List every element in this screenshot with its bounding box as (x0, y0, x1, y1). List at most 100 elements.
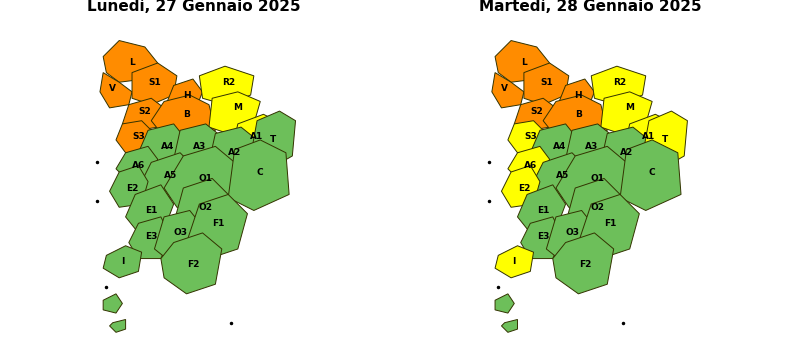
Text: V: V (501, 84, 508, 93)
Text: R2: R2 (222, 78, 235, 87)
Polygon shape (109, 165, 148, 207)
Polygon shape (155, 210, 202, 262)
Polygon shape (209, 127, 257, 175)
Polygon shape (508, 146, 550, 182)
Text: A5: A5 (164, 171, 177, 180)
Text: A6: A6 (132, 161, 145, 170)
Text: M: M (234, 104, 242, 112)
Polygon shape (123, 98, 164, 130)
Polygon shape (199, 66, 254, 105)
Polygon shape (103, 41, 158, 82)
Text: I: I (512, 257, 516, 266)
Polygon shape (174, 178, 228, 236)
Text: S2: S2 (139, 106, 151, 115)
Polygon shape (547, 210, 595, 262)
Polygon shape (501, 165, 540, 207)
Polygon shape (623, 114, 674, 159)
Text: A3: A3 (585, 142, 598, 151)
Text: C: C (257, 168, 264, 177)
Text: F1: F1 (212, 219, 225, 228)
Polygon shape (100, 73, 132, 108)
Text: A4: A4 (161, 142, 174, 151)
Text: O1: O1 (591, 174, 605, 183)
Text: O3: O3 (173, 228, 187, 237)
Text: Martedì, 28 Gennaio 2025: Martedì, 28 Gennaio 2025 (479, 0, 701, 14)
Text: E3: E3 (537, 232, 549, 241)
Polygon shape (530, 124, 579, 165)
Polygon shape (524, 63, 569, 105)
Text: E2: E2 (126, 184, 138, 193)
Polygon shape (103, 246, 142, 278)
Polygon shape (151, 95, 215, 140)
Text: A2: A2 (620, 148, 633, 157)
Polygon shape (530, 153, 588, 201)
Text: S3: S3 (132, 132, 145, 141)
Text: R2: R2 (614, 78, 626, 87)
Text: A6: A6 (524, 161, 537, 170)
Text: L: L (129, 59, 135, 67)
Text: H: H (575, 90, 583, 100)
Polygon shape (566, 124, 614, 169)
Polygon shape (139, 153, 196, 201)
Polygon shape (186, 194, 247, 258)
Text: E1: E1 (537, 206, 549, 215)
Text: A4: A4 (552, 142, 566, 151)
Text: T: T (270, 135, 277, 144)
Text: E3: E3 (145, 232, 158, 241)
Text: T: T (662, 135, 668, 144)
Text: S3: S3 (524, 132, 536, 141)
Text: A1: A1 (250, 132, 264, 141)
Text: B: B (183, 110, 190, 119)
Text: F2: F2 (186, 261, 199, 269)
Polygon shape (167, 79, 202, 111)
Polygon shape (556, 146, 633, 210)
Polygon shape (543, 95, 607, 140)
Polygon shape (514, 98, 556, 130)
Text: O2: O2 (591, 203, 605, 212)
Text: E1: E1 (145, 206, 158, 215)
Text: S1: S1 (540, 78, 553, 87)
Polygon shape (126, 185, 174, 233)
Text: E2: E2 (518, 184, 530, 193)
Polygon shape (495, 246, 533, 278)
Text: A5: A5 (556, 171, 569, 180)
Polygon shape (164, 146, 241, 210)
Polygon shape (601, 92, 652, 134)
Text: V: V (109, 84, 116, 93)
Polygon shape (566, 178, 620, 236)
Text: S2: S2 (530, 106, 543, 115)
Polygon shape (116, 121, 155, 153)
Polygon shape (231, 114, 283, 159)
Text: F1: F1 (604, 219, 617, 228)
Polygon shape (116, 146, 158, 182)
Polygon shape (209, 92, 261, 134)
Polygon shape (109, 320, 126, 332)
Text: F2: F2 (579, 261, 591, 269)
Polygon shape (520, 217, 563, 258)
Polygon shape (642, 111, 688, 169)
Polygon shape (508, 121, 547, 153)
Text: A3: A3 (193, 142, 206, 151)
Polygon shape (250, 111, 296, 169)
Text: O2: O2 (198, 203, 213, 212)
Text: O1: O1 (198, 174, 213, 183)
Polygon shape (161, 233, 222, 294)
Text: L: L (521, 59, 527, 67)
Text: A2: A2 (228, 148, 241, 157)
Polygon shape (495, 41, 550, 82)
Text: I: I (120, 257, 124, 266)
Polygon shape (579, 194, 639, 258)
Polygon shape (501, 320, 517, 332)
Polygon shape (620, 140, 681, 210)
Text: O3: O3 (565, 228, 579, 237)
Polygon shape (129, 217, 171, 258)
Polygon shape (132, 63, 177, 105)
Polygon shape (228, 140, 289, 210)
Polygon shape (139, 124, 186, 165)
Text: Lunedì, 27 Gennaio 2025: Lunedì, 27 Gennaio 2025 (87, 0, 300, 14)
Text: S1: S1 (148, 78, 161, 87)
Text: A1: A1 (642, 132, 656, 141)
Polygon shape (103, 294, 123, 313)
Polygon shape (553, 233, 614, 294)
Text: M: M (625, 104, 634, 112)
